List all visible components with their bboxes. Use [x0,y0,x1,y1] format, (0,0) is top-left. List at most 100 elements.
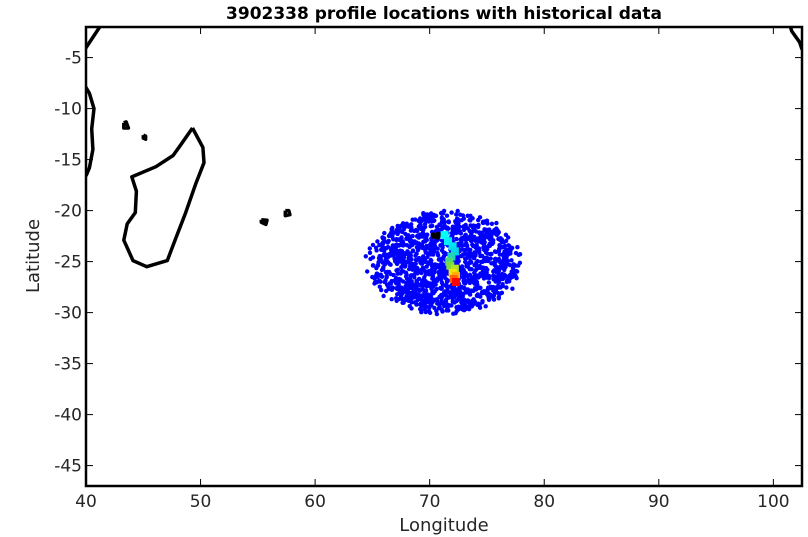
historical-point [446,226,451,231]
historical-point [464,247,470,252]
historical-point [489,221,495,226]
historical-point [400,252,405,257]
historical-point [471,288,476,294]
historical-point [404,285,410,290]
historical-point [474,280,479,286]
y-tick-label: -35 [54,355,82,375]
historical-point [438,223,443,228]
historical-point [469,233,474,238]
reunion-coast [259,218,269,227]
historical-point [491,284,496,290]
historical-point [422,307,427,312]
historical-point [449,303,454,308]
historical-point [401,300,406,305]
historical-point [501,262,506,267]
historical-point [421,211,426,216]
axes-box [84,25,804,488]
y-tick-label: -40 [54,406,82,426]
historical-point [368,256,373,262]
historical-point [373,245,379,250]
coastline [86,27,802,269]
historical-point [475,259,480,264]
historical-point [417,222,423,228]
historical-point [378,254,383,259]
historical-point [423,288,429,293]
historical-point [406,298,411,303]
y-tick-label: -20 [54,202,82,222]
historical-point [471,243,476,249]
historical-point [381,293,386,299]
historical-point [400,241,405,246]
historical-point [432,289,438,294]
historical-point [392,243,397,248]
historical-point [385,240,390,245]
historical-point [503,232,509,237]
historical-point [488,251,493,257]
historical-point [420,265,426,270]
historical-point [400,221,406,226]
historical-point [515,245,520,250]
historical-point [472,256,477,261]
historical-point [472,226,477,232]
historical-point [458,293,463,298]
historical-point [466,264,471,270]
x-tick-label: 60 [304,492,326,512]
historical-point [409,222,414,227]
historical-point [407,264,413,269]
historical-point [431,280,436,285]
historical-point [386,283,391,288]
historical-point [422,275,427,280]
historical-point [450,296,455,301]
historical-point [433,213,439,218]
historical-point [494,220,499,226]
historical-point [409,306,414,311]
historical-point [454,236,459,242]
historical-point [417,269,422,275]
profile-point [450,264,459,273]
historical-point [444,279,450,285]
historical-point [517,260,523,265]
y-axis-ticks: -5 -10 -15 -20 -25 -30 -35 -40 -45 [54,49,802,477]
historical-point [436,257,442,262]
historical-point [486,280,492,285]
historical-point [429,272,435,277]
historical-point [431,218,436,224]
historical-point [481,220,486,226]
historical-point [467,253,472,258]
historical-point [397,237,402,243]
historical-point [462,234,467,239]
historical-point [389,297,394,302]
historical-point [443,275,448,281]
historical-point [395,257,400,263]
historical-point [497,243,502,248]
historical-point [478,234,483,239]
historical-point [510,274,515,280]
historical-point [491,269,496,274]
plot-area [86,27,802,317]
historical-point [455,289,460,294]
historical-point [401,269,406,274]
historical-point [377,284,382,289]
historical-point [439,298,444,303]
historical-point [455,208,460,214]
historical-point [387,261,392,266]
historical-point [405,224,411,229]
historical-point [446,290,451,295]
historical-point [404,276,410,281]
historical-point [408,253,413,258]
historical-point [394,261,399,266]
historical-point [438,268,443,273]
historical-point [491,297,497,302]
historical-point [439,215,445,220]
historical-point [404,236,409,241]
historical-point [469,303,475,309]
historical-point [380,235,385,240]
historical-point [500,273,505,279]
historical-point [370,242,376,248]
historical-point [455,223,460,229]
historical-point [446,295,451,300]
mayotte-coast [141,133,148,141]
historical-point [485,288,490,293]
historical-point [458,212,463,217]
